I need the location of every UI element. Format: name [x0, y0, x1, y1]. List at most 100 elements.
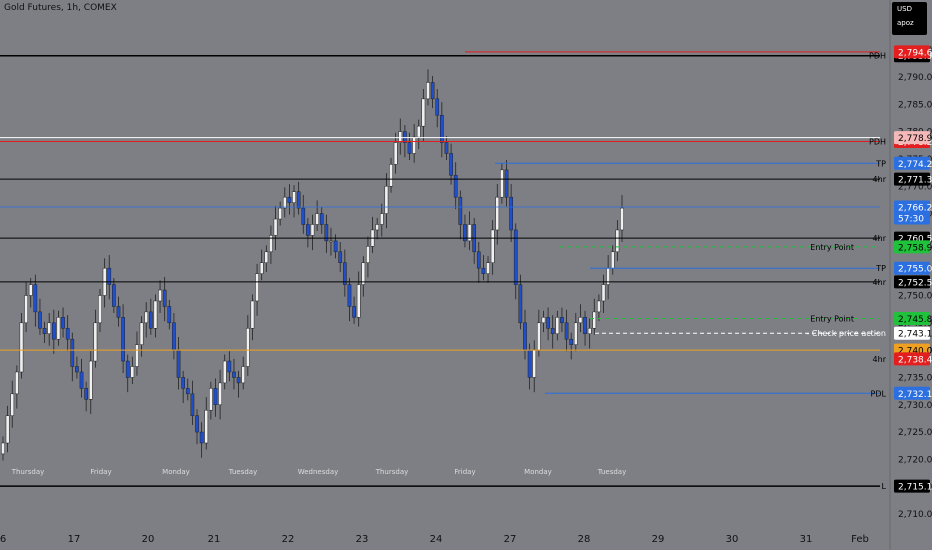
y-tick-label: 2,770.00	[898, 182, 932, 192]
candle-body	[592, 311, 597, 329]
unit-label: apoz	[897, 19, 914, 27]
candle-body	[620, 207, 624, 231]
candle-body	[587, 328, 592, 334]
candle-body	[490, 229, 495, 263]
candle-body	[324, 224, 329, 242]
candle-body	[273, 218, 278, 236]
candle-body	[84, 388, 88, 400]
candle-body	[42, 328, 47, 334]
candle-body	[195, 415, 199, 433]
price-tag-box	[894, 200, 930, 225]
price-tag-box	[894, 45, 930, 59]
candle-body	[467, 224, 472, 242]
candle-body	[24, 295, 28, 324]
candle-body	[75, 366, 79, 373]
candle-body	[495, 196, 500, 231]
y-tick-label: 2,725.00	[898, 428, 932, 438]
level-label: TP	[875, 159, 886, 168]
candle-body	[144, 311, 149, 324]
x-tick-label: 20	[142, 534, 155, 545]
symbol-title: Gold Futures, 1h, COMEX	[4, 3, 117, 13]
level-label: PDH	[869, 52, 886, 61]
candle-body	[421, 98, 426, 127]
candle-body	[139, 322, 144, 345]
candle-body	[306, 224, 310, 236]
candle-body	[356, 284, 361, 318]
candle-body	[245, 328, 250, 367]
price-tag-box	[894, 311, 930, 325]
candle-body	[573, 322, 578, 345]
countdown-text: 57:30	[898, 215, 924, 225]
session-label: Friday	[90, 468, 111, 476]
candle-body	[319, 213, 324, 225]
candle-body	[15, 371, 19, 395]
candle-body	[569, 338, 574, 345]
candle-body	[227, 360, 232, 373]
session-label: Wednesday	[298, 468, 339, 476]
candle-body	[1, 442, 5, 455]
level-label: 4hr	[873, 278, 887, 287]
level-label: - Check price action	[806, 329, 886, 338]
price-tag-text: 2,715.1	[898, 483, 932, 493]
session-label: Tuesday	[228, 468, 257, 476]
candle-body	[5, 415, 10, 444]
level-label: Entry Point	[810, 314, 854, 323]
x-tick-label: 22	[282, 534, 295, 545]
candle-body	[500, 169, 504, 198]
candle-body	[269, 235, 273, 253]
currency-unit-button[interactable]: USD apoz	[892, 2, 927, 35]
candle-body	[375, 224, 380, 231]
candle-body	[476, 251, 481, 269]
candle-body	[282, 196, 287, 209]
candle-body	[338, 251, 343, 263]
x-tick-label: 30	[726, 534, 739, 545]
candle-body	[560, 317, 564, 324]
candle-body	[578, 317, 583, 324]
candle-body	[453, 175, 458, 198]
candle-body	[412, 136, 416, 154]
candle-body	[287, 196, 292, 203]
candle-body	[172, 322, 176, 351]
level-label: Entry Point	[810, 243, 854, 252]
candle-body	[38, 311, 42, 329]
candle-body	[28, 284, 33, 296]
price-tag-box	[894, 172, 930, 186]
candle-body	[232, 371, 236, 378]
candle-body	[93, 322, 98, 362]
price-tag-text: 2,755.0	[898, 265, 932, 275]
candle-body	[407, 142, 412, 154]
candle-body	[342, 262, 347, 285]
candle-body	[51, 322, 56, 340]
candle-body	[463, 224, 467, 242]
candle-body	[56, 317, 61, 340]
x-tick-label: 6	[0, 534, 6, 545]
candle-body	[597, 300, 601, 313]
price-tag-box	[894, 352, 930, 366]
candle-body	[241, 366, 246, 384]
candle-body	[176, 349, 181, 378]
session-label: Friday	[454, 468, 475, 476]
x-tick-label: 28	[578, 534, 591, 545]
candle-body	[458, 196, 463, 225]
x-tick-label: 29	[652, 534, 665, 545]
candle-body	[541, 317, 546, 324]
level-label: PDL	[871, 389, 887, 398]
candle-body	[158, 289, 162, 302]
candle-body	[329, 240, 333, 243]
price-tag-text: 2,752.5	[898, 278, 932, 288]
candle-body	[79, 371, 84, 389]
candle-body	[10, 393, 15, 416]
candle-body	[513, 229, 518, 285]
price-tag-text: 2,774.2	[898, 160, 932, 170]
price-tag-box	[894, 386, 930, 400]
candle-body	[435, 98, 440, 116]
candle-body	[61, 317, 65, 329]
candle-body	[393, 142, 398, 165]
x-tick-label: Feb	[851, 534, 869, 545]
candle-body	[366, 246, 370, 263]
candle-body	[264, 251, 269, 263]
candle-body	[361, 262, 366, 285]
